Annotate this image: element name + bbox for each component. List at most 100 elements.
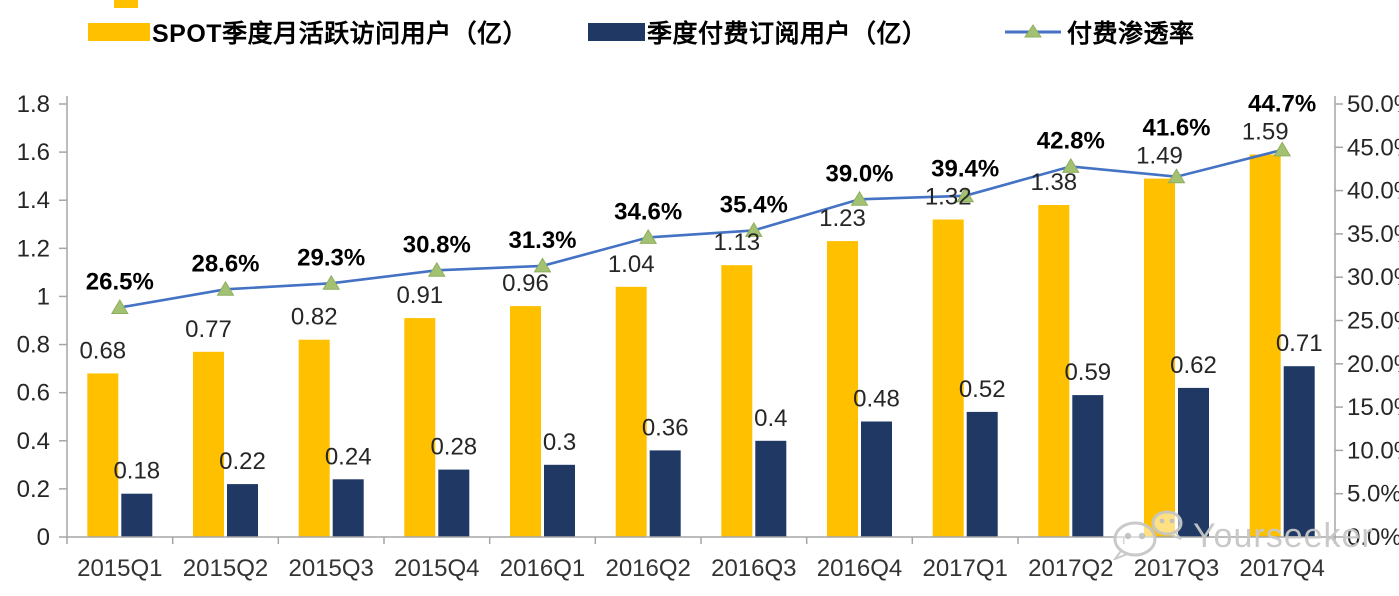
rate-marker-2015Q1 [110, 299, 129, 314]
x-axis-label: 2015Q1 [77, 555, 162, 582]
legend-label-subscribers: 季度付费订阅用户（亿） [647, 20, 928, 48]
rate-marker-2017Q4 [1273, 141, 1292, 157]
mau-value-label: 0.77 [185, 316, 232, 343]
subs-value-label: 0.4 [754, 405, 787, 432]
penetration-rate-label: 34.6% [614, 198, 682, 225]
x-axis-label: 2016Q2 [605, 555, 690, 582]
subs-value-label: 0.28 [430, 434, 477, 461]
subs-bar-2016Q4 [861, 421, 892, 537]
right-axis-label: 30.0% [1347, 264, 1399, 291]
left-axis-label: 0.8 [17, 332, 50, 359]
right-axis-label: 45.0% [1347, 134, 1399, 161]
right-axis-label: 50.0% [1347, 91, 1399, 118]
right-axis-label: 10.0% [1347, 437, 1399, 464]
penetration-rate-label: 31.3% [508, 227, 576, 254]
subs-bar-2016Q3 [755, 440, 787, 537]
wechat-icon [1103, 508, 1187, 565]
legend-swatch-subscribers [588, 23, 645, 41]
x-axis-label: 2016Q4 [817, 555, 902, 582]
left-axis-label: 0.4 [17, 428, 50, 455]
legend-item-penetration-rate: 付费渗透率 [1003, 20, 1195, 48]
rate-marker-2017Q1 [956, 187, 975, 203]
mau-bar-2015Q1 [87, 373, 119, 537]
penetration-rate-label: 28.6% [191, 250, 259, 277]
legend-label-penetration-rate: 付费渗透率 [1067, 20, 1195, 48]
penetration-rate-label: 44.7% [1248, 91, 1316, 118]
right-axis-label: 15.0% [1347, 394, 1399, 421]
subs-value-label: 0.3 [543, 429, 576, 456]
mau-bar-2017Q3 [1144, 178, 1175, 537]
mau-bar-2016Q2 [615, 286, 647, 537]
legend-swatch-mau [88, 23, 150, 41]
rate-marker-2017Q2 [1061, 157, 1080, 173]
subs-bar-2015Q2 [227, 484, 258, 537]
left-axis-label: 1 [37, 283, 50, 310]
right-axis-label: 25.0% [1347, 308, 1399, 335]
subs-value-label: 0.36 [642, 414, 689, 441]
penetration-rate-line [119, 148, 1283, 309]
mau-value-label: 1.04 [608, 251, 655, 278]
right-axis-label: 40.0% [1347, 178, 1399, 205]
subs-bar-2016Q2 [649, 450, 681, 537]
penetration-rate-label: 39.0% [825, 160, 893, 187]
mau-bar-2017Q4 [1249, 154, 1281, 537]
right-axis-label: 35.0% [1347, 221, 1399, 248]
subs-bar-2016Q1 [544, 464, 575, 537]
subs-value-label: 0.24 [325, 443, 372, 470]
mau-value-label: 1.32 [925, 184, 972, 211]
left-axis-label: 0.6 [17, 380, 50, 407]
subs-bar-2017Q1 [966, 411, 998, 537]
rate-marker-2015Q3 [322, 274, 341, 290]
subs-bar-2015Q3 [332, 479, 364, 537]
left-axis-label: 0 [37, 524, 50, 551]
subs-value-label: 0.48 [853, 386, 900, 413]
penetration-rate-label: 39.4% [931, 156, 999, 183]
x-axis-label: 2015Q3 [288, 555, 373, 582]
mau-value-label: 0.96 [502, 270, 549, 297]
right-axis-label: 20.0% [1347, 351, 1399, 378]
subs-value-label: 0.62 [1170, 352, 1217, 379]
mau-bar-2016Q1 [510, 306, 541, 537]
x-axis-label: 2015Q2 [183, 555, 268, 582]
subs-value-label: 0.59 [1064, 359, 1111, 386]
legend-label-mau: SPOT季度月活跃访问用户（亿） [152, 20, 529, 48]
subs-value-label: 0.18 [113, 458, 160, 485]
legend-item-mau: SPOT季度月活跃访问用户（亿） [88, 20, 528, 48]
x-axis-label: 2015Q4 [394, 555, 479, 582]
penetration-rate-label: 41.6% [1142, 115, 1210, 142]
subs-value-label: 0.22 [219, 448, 266, 475]
penetration-rate-label: 42.8% [1037, 127, 1105, 154]
rate-marker-2015Q2 [216, 280, 235, 296]
subs-bar-2015Q4 [438, 469, 470, 537]
penetration-rate-label: 26.5% [86, 269, 154, 296]
rate-marker-2016Q4 [850, 190, 869, 206]
mau-value-label: 0.82 [291, 304, 338, 331]
subs-value-label: 0.71 [1276, 330, 1323, 357]
mau-value-label: 0.68 [79, 337, 126, 364]
legend-line-marker-icon [1003, 22, 1063, 42]
x-axis-label: 2016Q1 [500, 555, 585, 582]
mau-bar-2016Q4 [827, 241, 858, 537]
subs-bar-2015Q1 [121, 493, 153, 537]
x-axis-label: 2017Q3 [1134, 555, 1219, 582]
mau-bar-2015Q4 [404, 318, 436, 537]
x-axis-label: 2017Q2 [1028, 555, 1113, 582]
subs-value-label: 0.52 [959, 376, 1006, 403]
penetration-rate-label: 29.3% [297, 244, 365, 271]
left-axis-label: 1.2 [17, 235, 50, 262]
rate-marker-2015Q4 [427, 261, 446, 277]
subs-bar-2017Q3 [1178, 387, 1209, 537]
mau-value-label: 1.23 [819, 205, 866, 232]
left-axis-label: 1.6 [17, 139, 50, 166]
x-axis-label: 2016Q3 [711, 555, 796, 582]
mau-value-label: 1.13 [713, 229, 760, 256]
legend-item-subscribers: 季度付费订阅用户（亿） [588, 20, 928, 48]
mau-value-label: 1.49 [1136, 143, 1183, 170]
subs-bar-2017Q2 [1072, 395, 1104, 537]
mau-value-label: 1.38 [1030, 169, 1077, 196]
right-axis-label: 5.0% [1347, 481, 1399, 508]
left-axis-label: 1.4 [17, 187, 50, 214]
right-axis-label: 0.0% [1347, 524, 1399, 551]
mau-bar-2015Q3 [298, 339, 330, 537]
